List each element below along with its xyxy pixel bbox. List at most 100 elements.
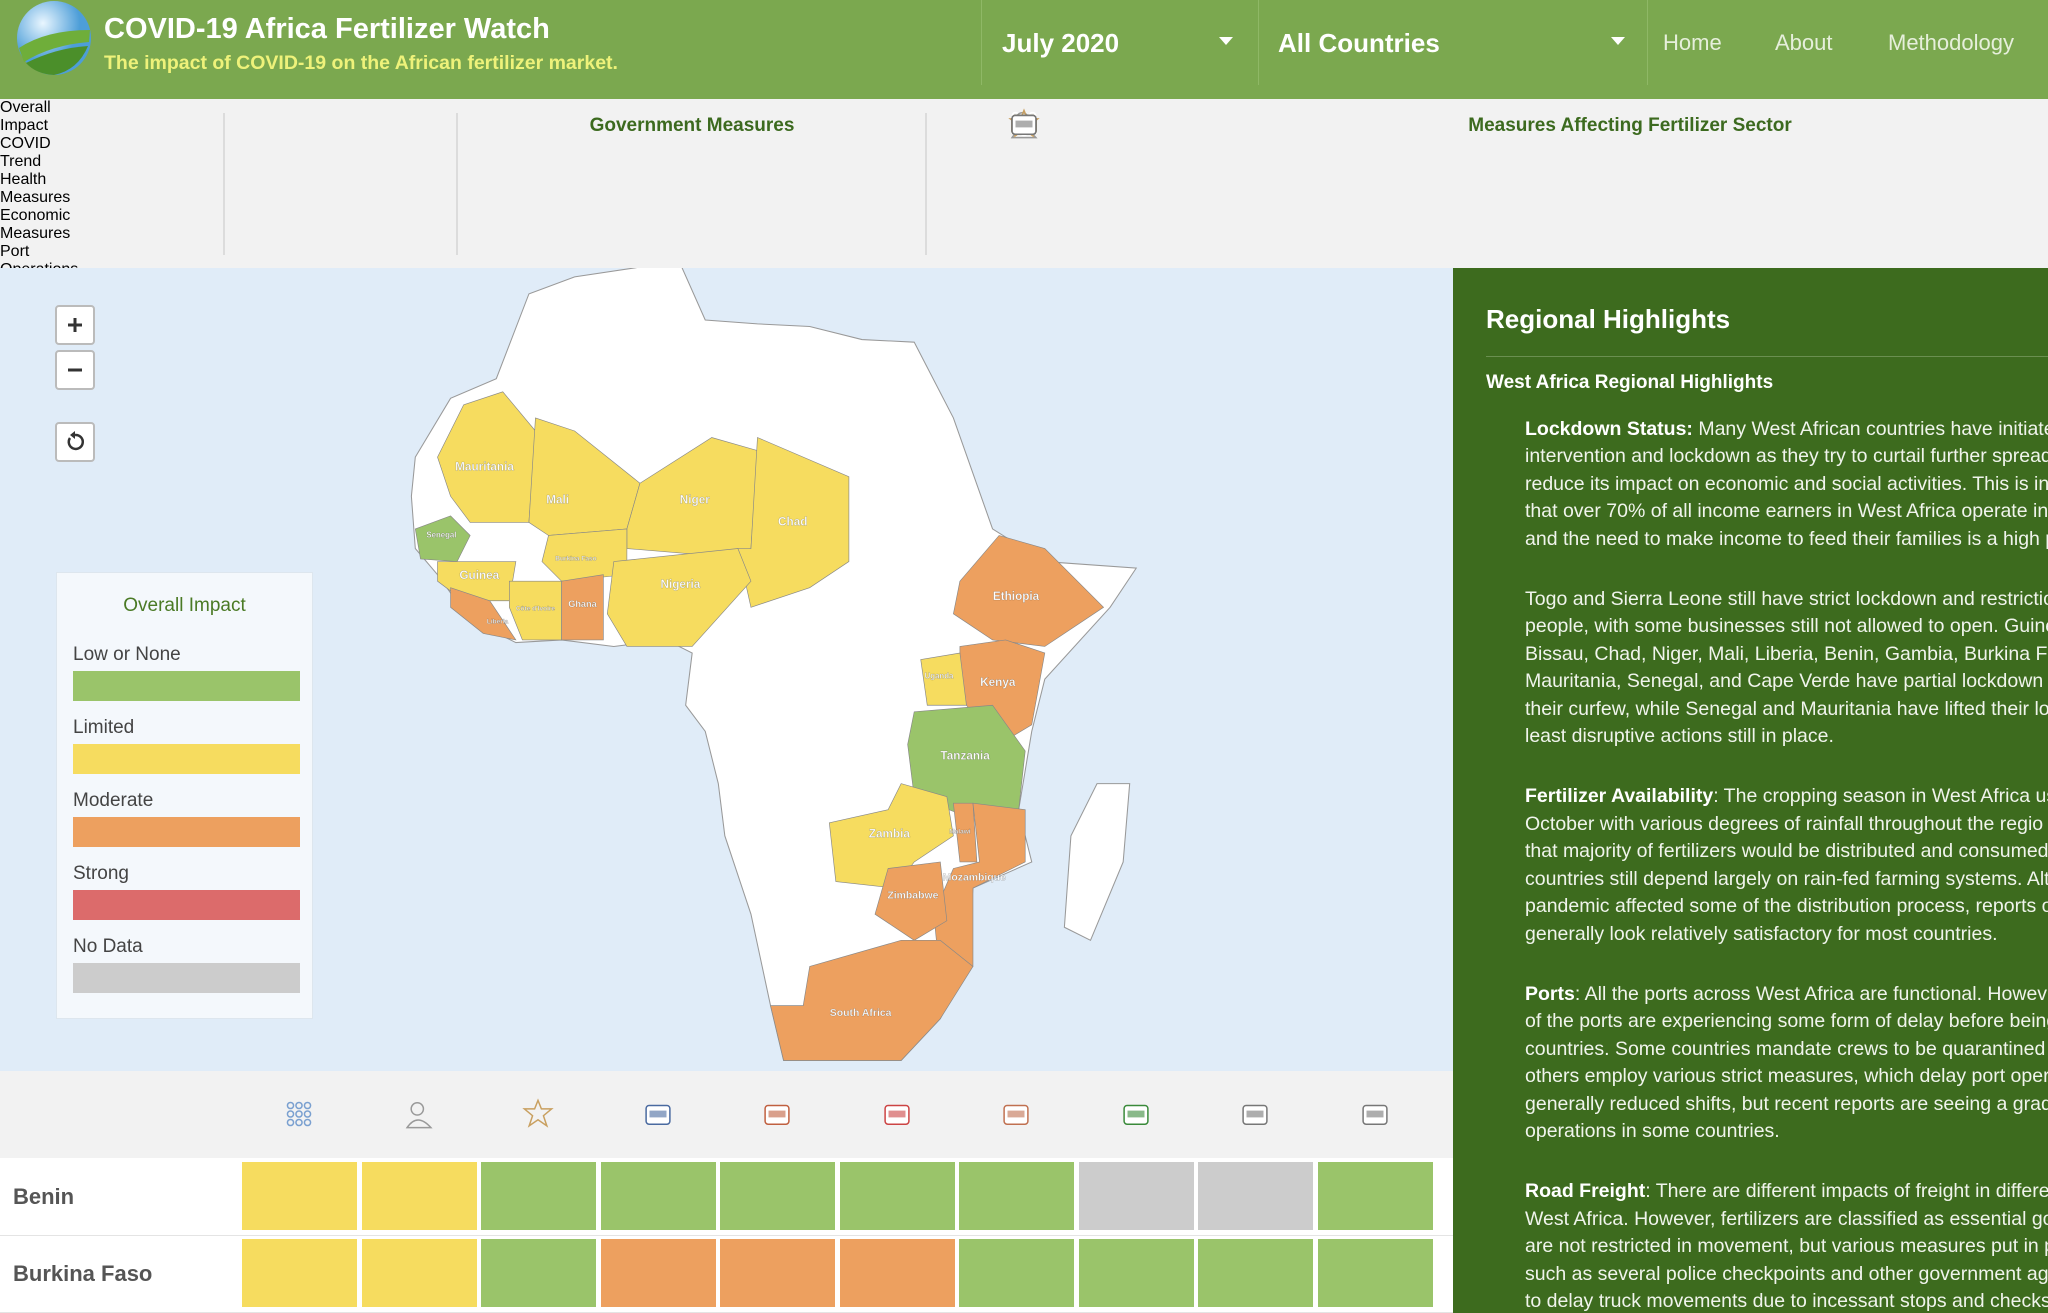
icon-part — [286, 1118, 295, 1127]
paragraph-line: Ports: All the ports across West Africa … — [1525, 981, 2048, 1008]
paragraph-line: countries still depend largely on rain-f… — [1525, 866, 2048, 893]
land — [1063, 783, 1131, 942]
impact-cell — [600, 1239, 716, 1307]
impact-cell — [481, 1162, 596, 1230]
nav-link[interactable]: Home — [1663, 30, 1722, 55]
tab-label-line: Port — [0, 243, 30, 260]
tab-label-line: Measures — [0, 189, 71, 206]
paragraph-line: and the need to make income to feed thei… — [1525, 526, 2048, 553]
country — [953, 535, 1105, 647]
icon-part — [1246, 1110, 1264, 1118]
reset-view[interactable] — [55, 422, 95, 462]
country-label: Ghana — [568, 599, 597, 609]
paragraph-lead: Road Freight — [1525, 1180, 1646, 1203]
paragraph-line: West Africa. However, fertilizers are cl… — [1525, 1206, 2048, 1233]
tab[interactable]: Economic Measures — [0, 114, 2048, 243]
country — [874, 861, 948, 941]
highlights-panel: Regional Highlights West Africa Regional… — [1453, 268, 2048, 1313]
row-name[interactable]: Burkina Faso — [13, 1261, 153, 1286]
tab-label: Economic Measures — [0, 207, 2048, 243]
country — [437, 391, 536, 523]
group-heading: Government Measures — [589, 115, 795, 136]
zoom-in[interactable] — [55, 305, 95, 345]
separator — [456, 113, 458, 255]
tab-label-line: Trend — [0, 153, 42, 170]
icon — [68, 318, 82, 332]
tab[interactable]: Overall Impact — [0, 99, 1037, 137]
country — [828, 783, 954, 889]
paragraph-text: least disruptive actions still in place. — [1525, 725, 1834, 748]
paragraph-lead: Ports — [1525, 982, 1575, 1005]
impact-cell — [1317, 1162, 1433, 1230]
paragraph: Togo and Sierra Leone still have strict … — [1525, 586, 2048, 750]
zoom-out[interactable] — [55, 350, 95, 390]
toolbar: Government Measures Measures Affecting F… — [0, 99, 2048, 269]
logo — [17, 1, 91, 75]
icon — [1011, 114, 1037, 135]
icon — [405, 1102, 433, 1129]
header: COVID-19 Africa Fertilizer Watch The imp… — [0, 0, 2048, 99]
country-label: Liberia — [487, 618, 509, 625]
paragraph-line: such as several police checkpoints and o… — [1525, 1261, 2048, 1288]
legend-swatch — [73, 817, 300, 847]
paragraph-line: intervention and lockdown as they try to… — [1525, 443, 2048, 470]
tab-label-line: Health — [0, 171, 47, 188]
paragraph-line: operations in some countries. — [1525, 1118, 2048, 1145]
paragraph: Lockdown Status: Many West African count… — [1525, 416, 2048, 553]
tab[interactable]: PortOperations — [0, 114, 2048, 268]
country-label: Mozambique — [943, 872, 1006, 883]
impact-cell — [1317, 1239, 1433, 1307]
date-select[interactable]: July 2020 — [981, 0, 1259, 85]
impact-cell — [1078, 1162, 1194, 1230]
tab-label-line: Economic — [0, 207, 71, 224]
paragraph-line: others employ various strict measures, w… — [1525, 1063, 2048, 1090]
legend-label: Low or None — [73, 644, 181, 665]
icon-part — [286, 1101, 295, 1110]
nav-link[interactable]: About — [1775, 30, 1833, 55]
impact-cell — [1078, 1239, 1194, 1307]
paragraph-text: Togo and Sierra Leone still have strict … — [1525, 588, 2048, 611]
country — [561, 574, 604, 641]
country-label: Malawi — [949, 829, 971, 836]
icon-part — [303, 1110, 312, 1118]
country — [770, 939, 974, 1061]
paragraph-text: their curfew, while Senegal and Mauritan… — [1525, 697, 2048, 720]
paragraph-text: and the need to make income to feed thei… — [1525, 527, 2048, 550]
tab-label-line: Operations — [0, 261, 2048, 268]
impact-cell — [1198, 1239, 1313, 1307]
paragraph-line: reduce its impact on economic and social… — [1525, 471, 2048, 498]
paragraph-line: people, with some businesses still not a… — [1525, 613, 2048, 640]
paragraph-text: Many West African countries have initiat… — [1692, 418, 2048, 440]
icon — [644, 1104, 671, 1125]
impact-cell — [361, 1239, 477, 1307]
paragraph-line: least disruptive actions still in place. — [1525, 723, 2048, 750]
country-label: South Africa — [830, 1008, 892, 1019]
country-label: Niger — [680, 493, 710, 506]
country — [509, 580, 562, 641]
country-select[interactable]: All Countries — [1258, 0, 1648, 85]
tab-label-line: Impact — [0, 117, 49, 134]
paragraph-lead: Fertilizer Availability — [1525, 785, 1714, 808]
paragraph-text: of the ports are experiencing some form … — [1525, 1010, 2048, 1033]
caret — [1611, 37, 1625, 45]
table-row — [0, 1158, 1453, 1236]
nav-link[interactable]: Methodology — [1888, 30, 2014, 55]
country — [414, 515, 471, 562]
impact-cell — [361, 1162, 477, 1230]
paragraph: Ports: All the ports across West Africa … — [1525, 981, 2048, 1145]
tab-label: PortOperations — [0, 243, 2048, 268]
icon — [1122, 1104, 1149, 1125]
icon — [1361, 1104, 1388, 1125]
tab-label: Overall Impact — [0, 99, 176, 135]
paragraph-line: generally look relatively satisfactory f… — [1525, 921, 2048, 948]
country-label: Ethiopia — [993, 590, 1040, 603]
paragraph-text: : There are different impacts of freight… — [1645, 1180, 2048, 1203]
paragraph-line: that over 70% of all income earners in W… — [1525, 498, 2048, 525]
row-name[interactable]: Benin — [13, 1184, 75, 1209]
paragraph-text: Bissau, Chad, Niger, Mali, Liberia, Beni… — [1525, 642, 2048, 665]
tab[interactable]: Health Measures — [0, 108, 2048, 207]
paragraph-text: pandemic affected some of the distributi… — [1525, 895, 2048, 918]
legend-label: Strong — [73, 863, 129, 884]
impact-cell — [1198, 1162, 1313, 1230]
country — [450, 587, 517, 641]
